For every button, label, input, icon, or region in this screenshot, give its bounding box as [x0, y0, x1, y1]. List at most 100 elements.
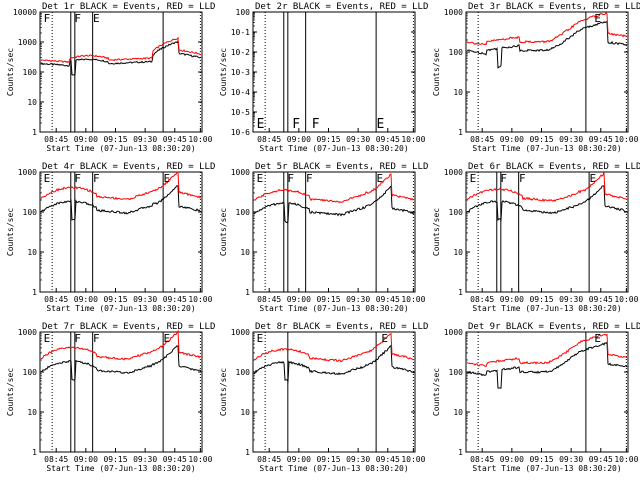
- x-axis-label: Start Time (07-Jun-13 08:30:20): [472, 304, 621, 313]
- y-tick-label: 1000: [18, 38, 37, 47]
- x-tick-label: 09:45: [163, 135, 187, 144]
- plot-frame: [39, 171, 203, 293]
- detector-panel-5: Det 5r BLACK = Events, RED = LLD Counts/s…: [219, 162, 428, 313]
- y-tick-label: 10: [240, 248, 250, 257]
- y-tick-label: 10: [27, 248, 37, 257]
- y-tick-label: 10: [27, 98, 37, 107]
- detector-panel-6: Det 6r BLACK = Events, RED = LLD Counts/s…: [432, 162, 640, 313]
- x-tick-label: 09:30: [133, 295, 157, 304]
- x-tick-label: 09:00: [500, 455, 524, 464]
- x-tick-label: 09:30: [346, 135, 370, 144]
- x-tick-label: 09:30: [346, 455, 370, 464]
- x-tick-label: 10:00: [614, 455, 638, 464]
- x-axis-label: Start Time (07-Jun-13 08:30:20): [259, 304, 408, 313]
- detector-panel-8: Det 8r BLACK = Events, RED = LLD Counts/s…: [219, 322, 428, 473]
- detector-panel-2: Det 2r BLACK = Events, RED = LLD Counts/s…: [219, 2, 428, 153]
- y-tick-label: 1: [32, 448, 37, 457]
- x-axis-label: Start Time (07-Jun-13 08:30:20): [259, 464, 408, 473]
- marker-label: E: [590, 172, 597, 185]
- x-tick-label: 09:15: [316, 135, 340, 144]
- marker-label: E: [44, 172, 51, 185]
- plot-frame: [252, 11, 416, 133]
- x-tick-label: 09:15: [103, 295, 127, 304]
- y-tick-label: 100: [449, 208, 464, 217]
- x-tick-label: 09:15: [316, 295, 340, 304]
- y-axis-label: Counts/sec: [432, 48, 441, 96]
- marker-label: E: [377, 172, 384, 185]
- series-line-lld: [40, 171, 202, 201]
- series-line-lld: [40, 36, 202, 64]
- marker-label: F: [93, 332, 100, 345]
- marker-label: F: [44, 12, 51, 25]
- x-tick-label: 10:00: [401, 135, 425, 144]
- x-tick-label: 09:00: [287, 135, 311, 144]
- series-line-lld: [253, 173, 415, 204]
- y-tick-label: 10: [453, 88, 463, 97]
- series-line-lld: [253, 332, 415, 363]
- x-tick-label: 09:30: [133, 135, 157, 144]
- marker-label: E: [44, 332, 51, 345]
- x-tick-label: 09:30: [559, 455, 583, 464]
- y-tick-label: 10-2: [231, 48, 250, 57]
- marker-label: F: [93, 172, 100, 185]
- y-tick-label: 1000: [444, 168, 463, 177]
- x-tick-label: 09:15: [529, 135, 553, 144]
- marker-label: F: [74, 12, 81, 25]
- marker-label: E: [470, 172, 477, 185]
- x-tick-label: 09:00: [74, 295, 98, 304]
- marker-label: F: [500, 172, 507, 185]
- panel-title: Det 2r BLACK = Events, RED = LLD: [255, 2, 428, 12]
- x-tick-label: 08:45: [257, 455, 281, 464]
- x-tick-label: 09:15: [529, 455, 553, 464]
- y-tick-label: 10-6: [231, 128, 250, 137]
- panel-title: Det 4r BLACK = Events, RED = LLD: [42, 162, 215, 172]
- x-tick-label: 09:30: [133, 455, 157, 464]
- x-tick-label: 10:00: [188, 295, 212, 304]
- x-tick-label: 09:00: [287, 455, 311, 464]
- x-axis-label: Start Time (07-Jun-13 08:30:20): [46, 144, 195, 153]
- x-axis-label: Start Time (07-Jun-13 08:30:20): [46, 464, 195, 473]
- series-line-lld: [466, 172, 628, 203]
- marker-label: E: [594, 332, 601, 345]
- marker-label: E: [257, 332, 264, 345]
- series-line-events: [253, 185, 415, 224]
- plot-frame: [465, 11, 629, 133]
- x-tick-label: 08:45: [257, 135, 281, 144]
- y-tick-label: 1000: [18, 328, 37, 337]
- marker-label: F: [306, 172, 313, 185]
- series-line-lld: [41, 329, 202, 361]
- marker-label: E: [164, 332, 171, 345]
- plot-frame: [252, 331, 416, 453]
- x-tick-label: 09:15: [103, 135, 127, 144]
- y-tick-label: 10: [453, 248, 463, 257]
- plot-frame: [39, 331, 203, 453]
- marker-label: E: [377, 117, 385, 132]
- y-axis-label: Counts/sec: [6, 208, 15, 256]
- y-tick-label: 10000: [13, 8, 37, 17]
- y-tick-label: 100: [449, 48, 464, 57]
- x-tick-label: 10:00: [614, 135, 638, 144]
- x-tick-label: 09:00: [500, 135, 524, 144]
- plot-frame: [39, 11, 203, 133]
- x-tick-label: 09:45: [376, 295, 400, 304]
- series-line-events: [466, 341, 628, 389]
- x-tick-label: 09:45: [376, 455, 400, 464]
- y-axis-label: Counts/sec: [219, 48, 228, 96]
- y-axis-label: Counts/sec: [6, 368, 15, 416]
- x-tick-label: 10:00: [188, 455, 212, 464]
- marker-label: E: [93, 12, 100, 25]
- y-tick-label: 1000: [18, 168, 37, 177]
- y-tick-label: 1000: [444, 328, 463, 337]
- marker-label: E: [257, 117, 265, 132]
- x-tick-label: 08:45: [470, 135, 494, 144]
- marker-label: E: [381, 332, 388, 345]
- x-tick-label: 10:00: [401, 455, 425, 464]
- x-tick-label: 09:45: [589, 135, 613, 144]
- marker-label: F: [312, 117, 320, 132]
- x-tick-label: 09:30: [346, 295, 370, 304]
- y-tick-label: 100: [23, 68, 38, 77]
- y-tick-label: 100: [23, 368, 38, 377]
- x-tick-label: 09:15: [529, 295, 553, 304]
- x-tick-label: 10:00: [188, 135, 212, 144]
- y-tick-label: 100: [23, 208, 38, 217]
